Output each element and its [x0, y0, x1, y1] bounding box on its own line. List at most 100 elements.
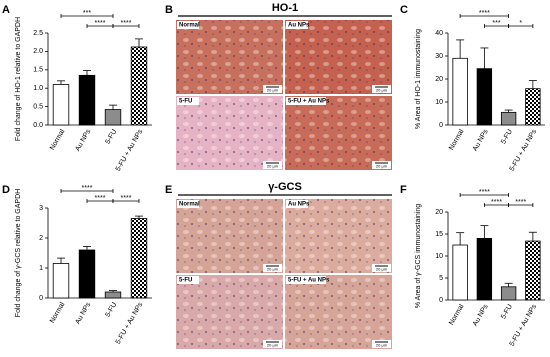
panel-letter: C	[400, 4, 408, 16]
label-box	[177, 276, 199, 284]
micrograph-label: Au NPs	[288, 23, 310, 29]
significance-label: ****	[121, 20, 132, 27]
micrograph-label: 5-FU + Au NPs	[288, 278, 330, 284]
significance-label: ****	[479, 10, 490, 17]
bar	[130, 218, 148, 299]
scale-label: 20 μm	[267, 88, 279, 93]
micrograph-label: Normal	[179, 202, 200, 208]
x-tick-label: 5-FU	[500, 128, 514, 145]
significance-label: ***	[492, 20, 500, 27]
micrograph-texture	[285, 96, 392, 170]
panel-letter: E	[165, 184, 172, 196]
x-tick-label: 5-FU	[104, 301, 118, 318]
x-tick-label: 5-FU + Au NPs	[509, 303, 539, 348]
significance-label: *	[519, 20, 522, 27]
bar	[52, 84, 70, 126]
significance-label: ****	[95, 195, 106, 202]
y-tick-label: 0	[439, 122, 443, 129]
panel-letter: A	[2, 4, 10, 16]
label-box	[177, 97, 199, 105]
bar	[525, 88, 541, 126]
micrograph-label: 5-FU	[179, 278, 192, 284]
bar	[52, 263, 70, 299]
micrograph-texture	[176, 96, 283, 170]
bar	[130, 46, 148, 126]
scale-box	[263, 85, 282, 93]
x-tick-label: Normal	[49, 128, 67, 151]
scale-label: 20 μm	[267, 267, 279, 272]
bar	[104, 291, 122, 299]
y-tick-label: 0	[39, 295, 43, 302]
scale-box	[263, 340, 282, 348]
significance-label: ****	[479, 189, 490, 196]
y-axis-label: Fold change of γ-GCS relative to GAPDH	[15, 189, 22, 317]
x-tick-label: 5-FU + Au NPs	[115, 128, 145, 173]
micrograph-label: Au NPs	[288, 202, 310, 208]
y-tick-label: 15	[435, 231, 443, 238]
micrograph-label: 5-FU	[179, 99, 192, 105]
scale-box	[372, 161, 391, 169]
y-tick-label: 2.0	[33, 48, 43, 55]
bar	[104, 109, 122, 126]
label-box	[286, 200, 308, 208]
bar	[78, 74, 96, 126]
scale-label: 20 μm	[267, 343, 279, 348]
scale-label: 20 μm	[376, 164, 388, 169]
y-tick-label: 3	[39, 205, 43, 212]
x-tick-label: Au NPs	[472, 128, 490, 152]
significance-label: ***	[83, 10, 91, 17]
y-tick-label: 30	[435, 53, 443, 60]
label-box	[177, 200, 199, 208]
x-tick-label: 5-FU + Au NPs	[115, 301, 145, 346]
y-tick-label: 0.5	[33, 103, 43, 110]
x-tick-label: Au NPs	[472, 303, 490, 327]
y-tick-label: 1.5	[33, 67, 43, 74]
scale-label: 20 μm	[376, 267, 388, 272]
bar	[500, 286, 517, 301]
scale-box	[263, 161, 282, 169]
y-tick-label: 1.0	[33, 85, 43, 92]
label-box	[286, 97, 326, 105]
y-tick-label: 2.5	[33, 30, 43, 37]
micrograph-texture	[285, 275, 392, 349]
panel-letter: B	[165, 4, 173, 16]
label-box	[286, 21, 308, 29]
scale-box	[372, 264, 391, 272]
scale-label: 20 μm	[267, 164, 279, 169]
bar	[476, 68, 493, 126]
y-tick-label: 2	[39, 235, 43, 242]
micrograph-texture	[176, 275, 283, 349]
bar	[525, 240, 541, 301]
y-tick-label: 20	[435, 209, 443, 216]
y-tick-label: 10	[435, 99, 443, 106]
label-box	[177, 21, 199, 29]
label-box	[286, 276, 326, 284]
y-tick-label: 40	[435, 30, 443, 37]
bar	[476, 237, 493, 301]
micrograph-title: HO-1	[272, 2, 298, 14]
significance-label: ****	[95, 20, 106, 27]
bar	[78, 249, 96, 299]
micrograph-texture	[285, 20, 392, 94]
x-tick-label: 5-FU	[500, 303, 514, 320]
y-tick-label: 0	[439, 297, 443, 304]
y-axis-label: % Area of HO-1 immunostaining	[415, 29, 422, 129]
micrograph-label: Normal	[179, 23, 200, 29]
x-tick-label: Normal	[448, 128, 466, 151]
x-tick-label: 5-FU + Au NPs	[509, 128, 539, 173]
significance-label: ****	[82, 185, 93, 192]
micrograph-label: 5-FU + Au NPs	[288, 99, 330, 105]
significance-label: ****	[515, 199, 526, 206]
y-tick-label: 0.0	[33, 122, 43, 129]
scale-label: 20 μm	[376, 343, 388, 348]
scale-box	[372, 85, 391, 93]
bar	[500, 111, 517, 126]
y-axis-label: Fold change of HO-1 relative to GAPDH	[15, 17, 22, 141]
x-tick-label: Au NPs	[74, 301, 92, 325]
scale-box	[263, 264, 282, 272]
y-axis-label: % Area of γ-GCS immunostaining	[415, 204, 422, 308]
bar	[452, 57, 468, 126]
bar	[452, 244, 468, 301]
significance-label: ****	[121, 195, 132, 202]
